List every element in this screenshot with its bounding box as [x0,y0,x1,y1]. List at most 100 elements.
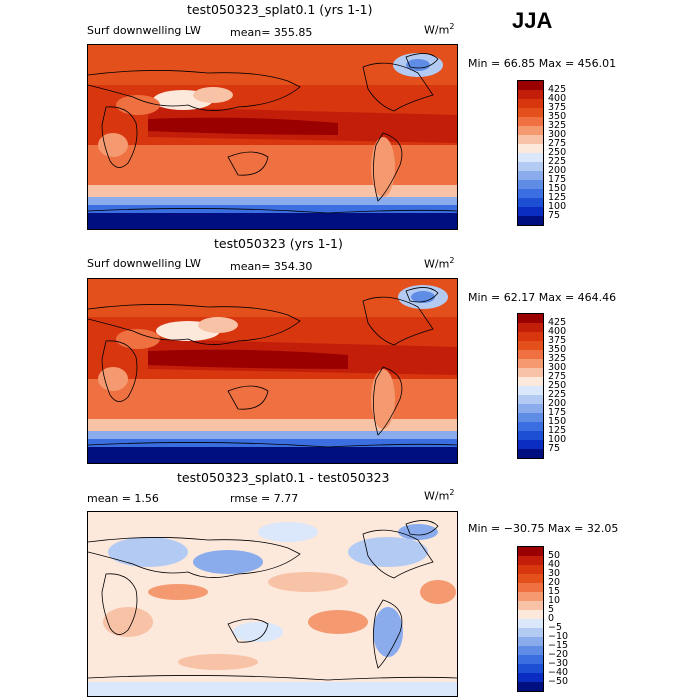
colorbar-swatch [518,171,543,180]
panel1-colorbar [517,80,544,226]
colorbar-tick-label: −10 [548,631,569,642]
colorbar-swatch [518,81,543,90]
panel3-mean: mean = 1.56 [87,492,159,505]
colorbar-tick-label: −5 [548,622,563,633]
colorbar-tick-label: 275 [548,371,567,382]
colorbar-swatch [518,135,543,144]
panel1-units: W/m2 [424,22,455,37]
colorbar-swatch [518,162,543,171]
colorbar-tick-label: 350 [548,344,567,355]
colorbar-tick-label: 225 [548,389,567,400]
colorbar-swatch [518,547,543,556]
colorbar-swatch [518,673,543,682]
colorbar-tick-label: 50 [548,550,561,561]
colorbar-tick-label: 15 [548,586,561,597]
panel1-minmax: Min = 66.85 Max = 456.01 [468,57,617,70]
colorbar-swatch [518,332,543,341]
panel1-mean: mean= 355.85 [230,26,313,39]
colorbar-tick-label: 250 [548,380,567,391]
colorbar-swatch [518,216,543,225]
colorbar-swatch [518,628,543,637]
colorbar-tick-label: 200 [548,398,567,409]
colorbar-swatch [518,619,543,628]
colorbar-tick-label: 75 [548,443,561,454]
colorbar-swatch [518,99,543,108]
colorbar-swatch [518,314,543,323]
colorbar-swatch [518,431,543,440]
colorbar-tick-label: 375 [548,335,567,346]
colorbar-swatch [518,386,543,395]
colorbar-tick-label: −40 [548,667,569,678]
colorbar-swatch [518,359,543,368]
colorbar-tick-label: 150 [548,183,567,194]
colorbar-swatch [518,404,543,413]
colorbar-tick-label: −50 [548,676,569,687]
colorbar-swatch [518,368,543,377]
panel3-title: test050323_splat0.1 - test050323 [177,470,390,485]
colorbar-swatch [518,395,543,404]
colorbar-swatch [518,377,543,386]
colorbar-swatch [518,449,543,458]
colorbar-tick-label: 5 [548,604,555,615]
panel2-title: test050323 (yrs 1-1) [214,236,343,251]
colorbar-tick-label: 150 [548,416,567,427]
panel2-variable-label: Surf downwelling LW [87,257,201,270]
panel3-units: W/m2 [424,488,455,503]
colorbar-tick-label: 30 [548,568,561,579]
colorbar-tick-label: 100 [548,434,567,445]
colorbar-swatch [518,117,543,126]
colorbar-tick-label: −15 [548,640,569,651]
panel1-title: test050323_splat0.1 (yrs 1-1) [187,2,373,17]
colorbar-tick-label: 400 [548,326,567,337]
colorbar-swatch [518,565,543,574]
colorbar-swatch [518,646,543,655]
colorbar-tick-label: 250 [548,147,567,158]
colorbar-tick-label: 20 [548,577,561,588]
panel1-variable-label: Surf downwelling LW [87,24,201,37]
colorbar-swatch [518,350,543,359]
colorbar-swatch [518,422,543,431]
colorbar-tick-label: 350 [548,111,567,122]
panel2-colorbar [517,313,544,459]
colorbar-swatch [518,413,543,422]
colorbar-tick-label: 125 [548,425,567,436]
colorbar-tick-label: 325 [548,120,567,131]
colorbar-swatch [518,664,543,673]
colorbar-tick-label: 425 [548,84,567,95]
colorbar-swatch [518,583,543,592]
colorbar-tick-label: 225 [548,156,567,167]
colorbar-tick-label: 10 [548,595,561,606]
colorbar-swatch [518,180,543,189]
panel3-rmse: rmse = 7.77 [230,492,299,505]
colorbar-swatch [518,198,543,207]
colorbar-swatch [518,126,543,135]
colorbar-swatch [518,153,543,162]
colorbar-swatch [518,207,543,216]
colorbar-tick-label: 200 [548,165,567,176]
colorbar-swatch [518,655,543,664]
colorbar-swatch [518,610,543,619]
panel3-map [87,511,458,697]
colorbar-tick-label: −20 [548,649,569,660]
colorbar-tick-label: 100 [548,201,567,212]
colorbar-swatch [518,682,543,691]
panel2-units: W/m2 [424,256,455,271]
panel3-colorbar [517,546,544,692]
panel2-minmax: Min = 62.17 Max = 464.46 [468,291,617,304]
colorbar-tick-label: −30 [548,658,569,669]
colorbar-tick-label: 40 [548,559,561,570]
colorbar-swatch [518,90,543,99]
colorbar-tick-label: 175 [548,174,567,185]
colorbar-tick-label: 400 [548,93,567,104]
colorbar-tick-label: 300 [548,362,567,373]
panel1-map [87,44,458,230]
colorbar-tick-label: 375 [548,102,567,113]
panel2-map [87,278,458,464]
panel3-minmax: Min = −30.75 Max = 32.05 [468,522,619,535]
colorbar-tick-label: 325 [548,353,567,364]
colorbar-swatch [518,556,543,565]
colorbar-tick-label: 425 [548,317,567,328]
colorbar-swatch [518,440,543,449]
colorbar-swatch [518,592,543,601]
colorbar-swatch [518,637,543,646]
